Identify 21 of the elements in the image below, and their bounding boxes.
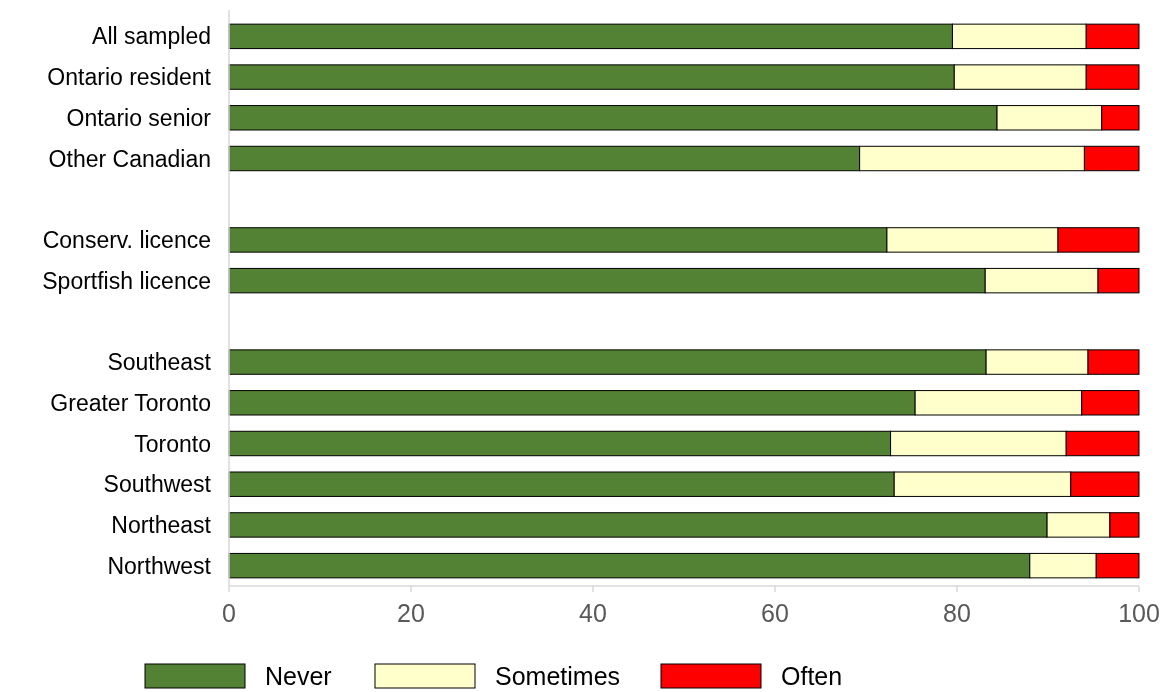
- y-tick-label: Conserv. licence: [42, 226, 211, 253]
- y-tick-label: All sampled: [92, 23, 211, 50]
- x-tick-label: 80: [943, 599, 971, 627]
- y-tick-label: Ontario resident: [47, 64, 212, 91]
- y-tick-label: Greater Toronto: [50, 389, 211, 416]
- y-tick-label: Southeast: [107, 349, 212, 376]
- x-tick-label: 100: [1118, 599, 1160, 627]
- x-tick-label: 60: [761, 599, 789, 627]
- y-tick-label: Other Canadian: [48, 145, 211, 172]
- y-tick-label: Toronto: [134, 430, 211, 457]
- legend-label: Often: [781, 661, 843, 690]
- x-tick-label: 20: [397, 599, 425, 627]
- x-tick-label: 40: [579, 599, 607, 627]
- y-tick-label: Northeast: [111, 511, 212, 538]
- y-tick-label: Northwest: [107, 552, 212, 579]
- y-tick-label: Sportfish licence: [42, 267, 211, 294]
- y-tick-label: Southwest: [103, 471, 212, 498]
- legend-label: Sometimes: [495, 661, 621, 690]
- legend-label: Never: [265, 661, 332, 690]
- x-tick-label: 0: [222, 599, 236, 627]
- y-tick-label: Ontario senior: [66, 104, 212, 131]
